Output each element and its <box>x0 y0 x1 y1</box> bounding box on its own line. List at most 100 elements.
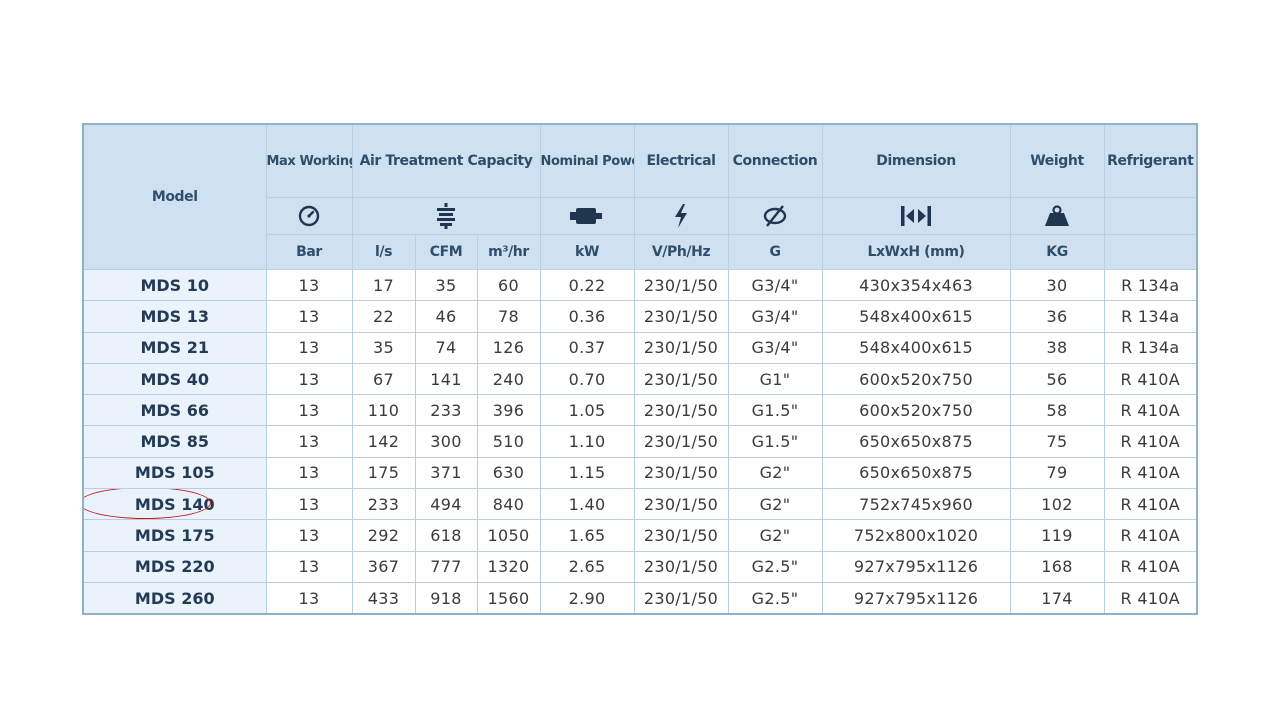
power-cell: 0.70 <box>539 362 635 396</box>
unit-flow-ls: l/s <box>351 234 416 270</box>
flow-cfm-cell: 46 <box>414 300 478 333</box>
flow-cfm-cell: 233 <box>414 394 478 427</box>
table-row: MDS 66 13 110 233 396 1.05 230/1/50 G1.5" 600x52… <box>82 394 1198 427</box>
dimension-cell: 927x795x1126 <box>821 550 1011 583</box>
model-cell: MDS 66 <box>82 394 267 427</box>
table-row: MDS 85 13 142 300 510 1.10 230/1/50 G1.5" 650x65… <box>82 425 1198 458</box>
pressure-cell: 13 <box>265 300 353 333</box>
model-name: MDS 85 <box>140 432 210 452</box>
electrical-cell: 230/1/50 <box>633 519 729 552</box>
refrigerant-cell: R 410A <box>1103 362 1198 396</box>
unit-dimension: LxWxH (mm) <box>821 234 1011 270</box>
flow-ls-cell: 35 <box>351 331 416 364</box>
flow-cfm-cell: 618 <box>414 519 478 552</box>
header-electrical: Electrical <box>633 123 729 198</box>
weight-cell: 102 <box>1009 488 1105 521</box>
header-weight: Weight <box>1009 123 1105 198</box>
model-cell: MDS 40 <box>82 362 267 396</box>
flow-cfm-cell: 918 <box>414 581 478 615</box>
weight-cell: 119 <box>1009 519 1105 552</box>
electrical-cell: 230/1/50 <box>633 300 729 333</box>
model-cell: MDS 175 <box>82 519 267 552</box>
header-air-treatment-capacity: Air Treatment Capacity <box>351 123 541 198</box>
electrical-cell: 230/1/50 <box>633 268 729 302</box>
specifications-table: Model Max Working pressure Air Treatment… <box>82 123 1199 616</box>
model-name: MDS 105 <box>134 463 215 483</box>
header-connection-icon-cell <box>727 197 823 235</box>
pressure-cell: 13 <box>265 550 353 583</box>
flow-cfm-cell: 371 <box>414 456 478 490</box>
model-name: MDS 10 <box>140 275 210 295</box>
model-cell: MDS 21 <box>82 331 267 364</box>
flow-cfm-cell: 74 <box>414 331 478 364</box>
flow-m3hr-cell: 396 <box>476 394 541 427</box>
model-cell: MDS 10 <box>82 268 267 302</box>
flow-m3hr-cell: 840 <box>476 488 541 521</box>
flow-ls-cell: 433 <box>351 581 416 615</box>
flow-m3hr-cell: 510 <box>476 425 541 458</box>
table-row: MDS 40 13 67 141 240 0.70 230/1/50 G1" 600x520x7… <box>82 362 1198 396</box>
flow-m3hr-cell: 1050 <box>476 519 541 552</box>
refrigerant-cell: R 410A <box>1103 425 1198 458</box>
connection-cell: G2" <box>727 519 823 552</box>
dimension-cell: 548x400x615 <box>821 331 1011 364</box>
header-max-working-pressure: Max Working pressure <box>265 123 353 198</box>
header-dimension: Dimension <box>821 123 1011 198</box>
table-header: Model Max Working pressure Air Treatment… <box>82 123 1198 270</box>
header-dimension-icon-cell <box>821 197 1011 235</box>
model-name: MDS 13 <box>140 306 210 326</box>
flow-cfm-cell: 300 <box>414 425 478 458</box>
flow-ls-cell: 233 <box>351 488 416 521</box>
refrigerant-cell: R 410A <box>1103 519 1198 552</box>
flow-cfm-cell: 141 <box>414 362 478 396</box>
dimension-cell: 927x795x1126 <box>821 581 1011 615</box>
table-row: MDS 140 13 233 494 840 1.40 230/1/50 G2" 752x745… <box>82 488 1198 521</box>
model-name: MDS 66 <box>140 400 210 420</box>
unit-electrical: V/Ph/Hz <box>633 234 729 270</box>
power-cell: 1.40 <box>539 488 635 521</box>
connection-cell: G2" <box>727 456 823 490</box>
flow-cfm-cell: 494 <box>414 488 478 521</box>
unit-flow-m3hr: m³/hr <box>476 234 541 270</box>
dimension-cell: 548x400x615 <box>821 300 1011 333</box>
flow-m3hr-cell: 78 <box>476 300 541 333</box>
flow-ls-cell: 142 <box>351 425 416 458</box>
flow-m3hr-cell: 240 <box>476 362 541 396</box>
pressure-gauge-icon <box>298 205 320 227</box>
header-weight-icon-cell <box>1009 197 1105 235</box>
header-nominal-power: Nominal Power <box>539 123 635 198</box>
refrigerant-cell: R 134a <box>1103 331 1198 364</box>
refrigerant-cell: R 410A <box>1103 394 1198 427</box>
power-cell: 1.65 <box>539 519 635 552</box>
pressure-cell: 13 <box>265 488 353 521</box>
model-cell: MDS 85 <box>82 425 267 458</box>
flow-cfm-cell: 35 <box>414 268 478 302</box>
electrical-cell: 230/1/50 <box>633 331 729 364</box>
pressure-cell: 13 <box>265 331 353 364</box>
dimension-cell: 650x650x875 <box>821 456 1011 490</box>
connection-cell: G1.5" <box>727 425 823 458</box>
header-connection: Connection <box>727 123 823 198</box>
weight-cell: 38 <box>1009 331 1105 364</box>
header-air-treatment-icon-cell <box>351 197 541 235</box>
power-cell: 1.15 <box>539 456 635 490</box>
unit-connection: G <box>727 234 823 270</box>
model-cell: MDS 13 <box>82 300 267 333</box>
flow-ls-cell: 17 <box>351 268 416 302</box>
model-cell: MDS 105 <box>82 456 267 490</box>
power-cell: 2.90 <box>539 581 635 615</box>
dimension-arrows-icon <box>901 205 932 227</box>
model-name: MDS 220 <box>134 557 215 577</box>
pressure-cell: 13 <box>265 425 353 458</box>
power-cell: 0.37 <box>539 331 635 364</box>
weight-icon <box>1044 205 1070 227</box>
pressure-cell: 13 <box>265 268 353 302</box>
flow-ls-cell: 67 <box>351 362 416 396</box>
motor-icon <box>570 207 604 225</box>
connection-cell: G3/4" <box>727 300 823 333</box>
unit-weight: KG <box>1009 234 1105 270</box>
dimension-cell: 600x520x750 <box>821 362 1011 396</box>
electrical-cell: 230/1/50 <box>633 488 729 521</box>
header-electrical-icon-cell <box>633 197 729 235</box>
electrical-cell: 230/1/50 <box>633 581 729 615</box>
